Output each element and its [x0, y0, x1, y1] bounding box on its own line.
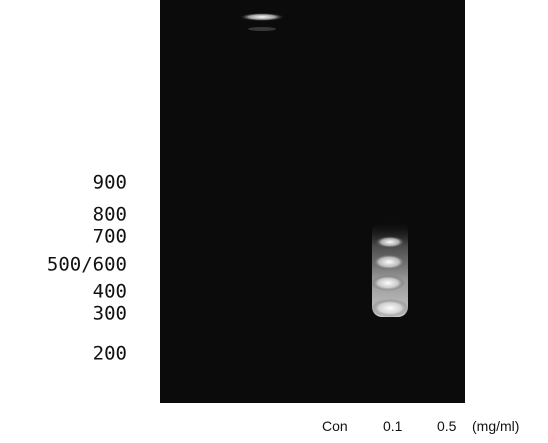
- gel-image: [0, 0, 548, 443]
- well: [240, 13, 284, 21]
- marker-label: 300: [93, 305, 127, 324]
- marker-label: 800: [93, 206, 127, 225]
- figure: 900 800 700 500/600 400 300 200 Con 0.1 …: [0, 0, 548, 443]
- band: [372, 254, 406, 270]
- unit-label: (mg/ml): [472, 418, 519, 434]
- marker-label: 400: [93, 283, 127, 302]
- lane-label: 0.5: [437, 418, 456, 434]
- lane-label: Con: [322, 418, 348, 434]
- marker-label: 500/600: [47, 256, 127, 275]
- band: [371, 299, 409, 317]
- gel: [160, 0, 465, 403]
- band: [371, 275, 405, 291]
- band: [375, 236, 405, 248]
- marker-label: 200: [93, 345, 127, 364]
- well-shadow: [248, 27, 276, 31]
- marker-label: 700: [93, 228, 127, 247]
- marker-label: 900: [93, 174, 127, 193]
- lane-label: 0.1: [383, 418, 402, 434]
